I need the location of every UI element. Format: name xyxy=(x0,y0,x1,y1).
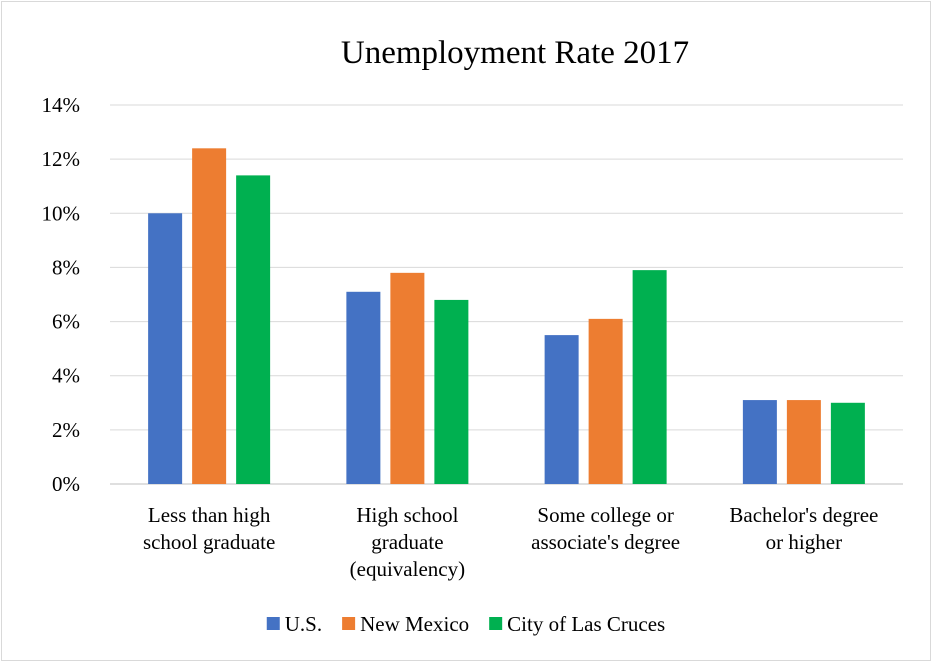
legend-swatch xyxy=(489,617,503,630)
bar-new-mexico-2 xyxy=(390,272,425,484)
x-axis-categories: Less than high school graduate High school… xyxy=(143,503,878,581)
bar-u-s-2 xyxy=(346,291,381,484)
y-tick-label: 2% xyxy=(52,418,80,442)
bar-u-s-3 xyxy=(544,335,579,484)
y-tick-label: 4% xyxy=(52,364,80,388)
bar-new-mexico-3 xyxy=(588,318,623,484)
gridlines xyxy=(110,104,903,485)
y-tick-label: 8% xyxy=(52,255,80,279)
y-tick-label: 0% xyxy=(52,472,80,496)
legend-item: U.S. xyxy=(266,612,322,636)
x-category-label: Bachelor's degree or higher xyxy=(729,503,878,554)
legend-item: New Mexico xyxy=(342,612,469,636)
legend-label: U.S. xyxy=(285,612,322,636)
legend: U.S. New Mexico City of Las Cruces xyxy=(266,612,665,636)
bar-city-of-las-cruces-4 xyxy=(830,402,865,484)
legend-label: City of Las Cruces xyxy=(507,612,665,636)
y-tick-label: 6% xyxy=(52,310,80,334)
bars xyxy=(148,148,865,485)
bar-city-of-las-cruces-3 xyxy=(632,270,667,484)
bar-new-mexico-1 xyxy=(192,148,227,485)
y-axis-ticks: 0% 2% 4% 6% 8% 10% 12% 14% xyxy=(42,93,81,496)
y-tick-label: 10% xyxy=(42,201,81,225)
bar-city-of-las-cruces-2 xyxy=(434,299,469,484)
legend-swatch xyxy=(342,617,356,630)
x-category-label: High school graduate (equivalency) xyxy=(350,503,465,581)
bar-u-s-4 xyxy=(742,400,777,484)
bar-city-of-las-cruces-1 xyxy=(236,175,271,484)
chart-title: Unemployment Rate 2017 xyxy=(341,35,689,71)
y-tick-label: 14% xyxy=(42,93,81,117)
legend-item: City of Las Cruces xyxy=(489,612,665,636)
y-tick-label: 12% xyxy=(42,147,81,171)
x-category-label: Less than high school graduate xyxy=(143,503,275,554)
legend-label: New Mexico xyxy=(360,612,469,636)
bar-u-s-1 xyxy=(148,213,183,485)
x-category-label: Some college or associate's degree xyxy=(531,503,680,554)
legend-swatch xyxy=(266,617,280,630)
bar-new-mexico-4 xyxy=(786,400,821,484)
